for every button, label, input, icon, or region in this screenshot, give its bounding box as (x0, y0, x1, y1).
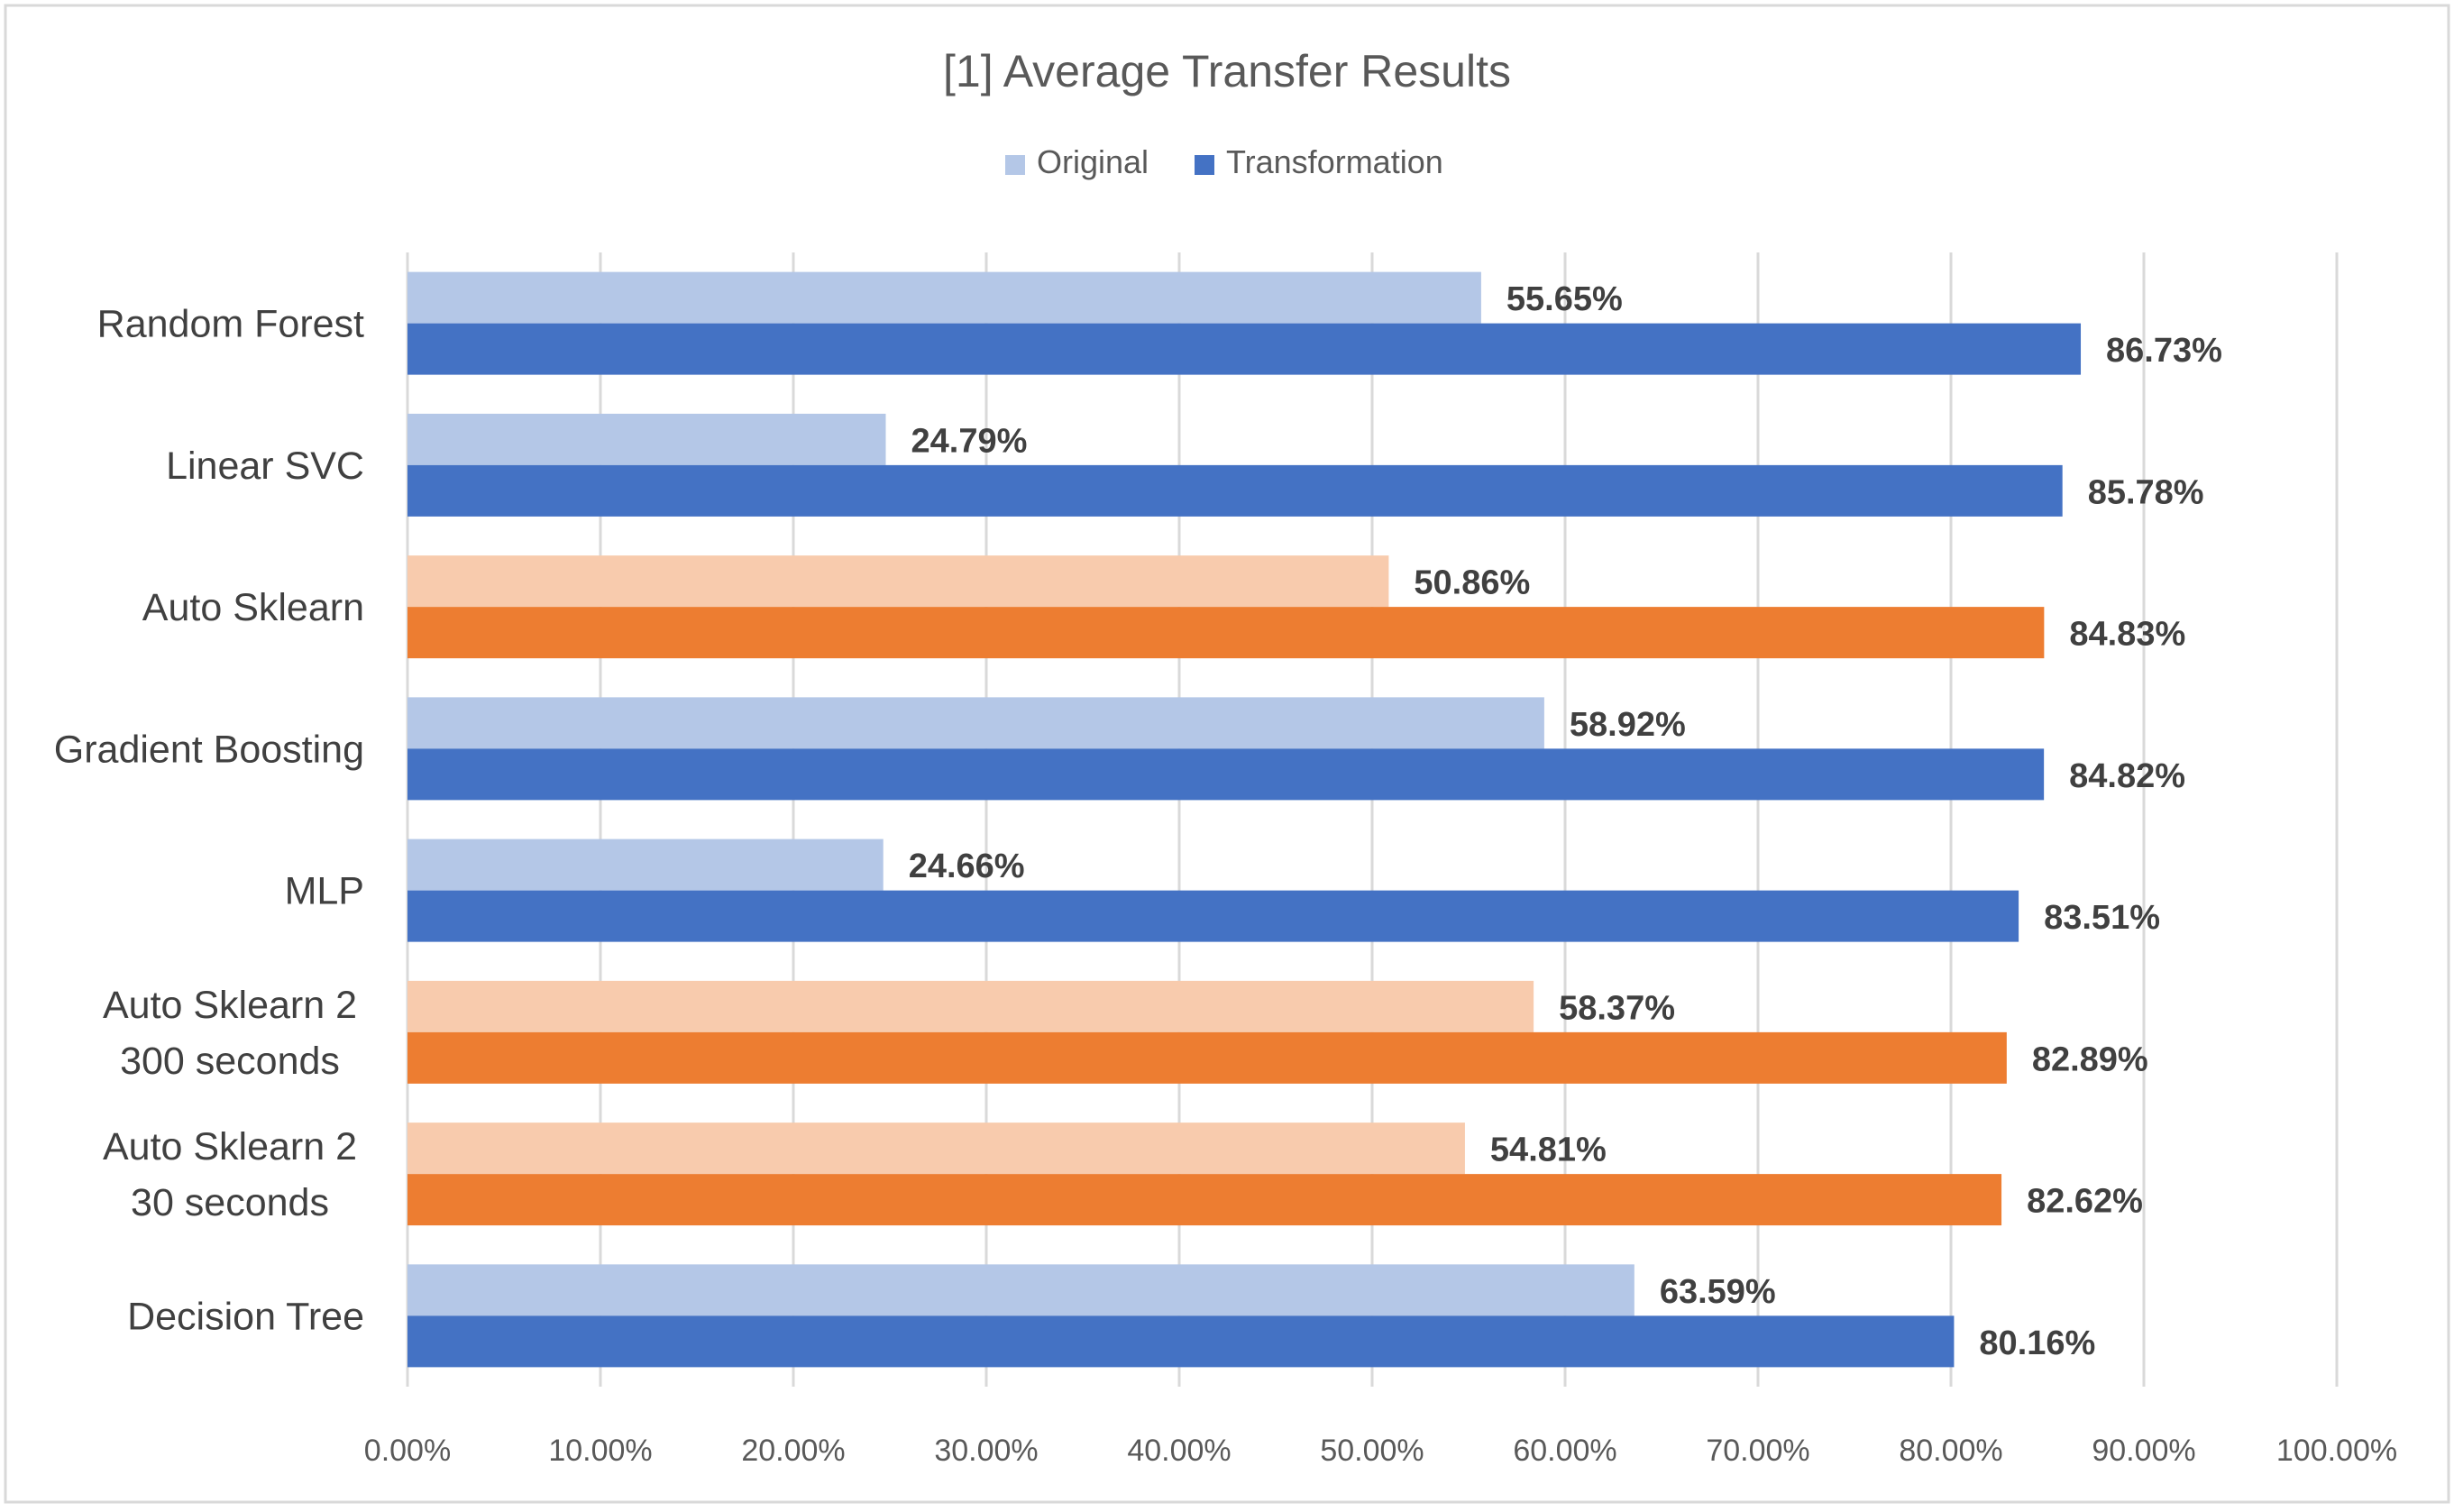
data-label: 85.78% (2088, 473, 2204, 511)
x-tick-label: 40.00% (1127, 1434, 1231, 1468)
legend: Original Transformation (1005, 143, 1443, 180)
data-label: 80.16% (1979, 1324, 2095, 1362)
bar-original (407, 555, 1389, 608)
data-label: 63.59% (1660, 1273, 1776, 1311)
bar-transformation (407, 607, 2045, 659)
category-label: Auto Sklearn (142, 586, 364, 629)
legend-swatch-transformation (1195, 155, 1214, 175)
x-tick-label: 80.00% (1899, 1434, 2002, 1468)
bar-original (407, 980, 1534, 1032)
bar-original (407, 271, 1481, 324)
x-tick-label: 30.00% (934, 1434, 1038, 1468)
category-label-line: 300 seconds (120, 1040, 340, 1083)
bar-transformation (407, 748, 2045, 801)
value-axis-tick-labels: 0.00% 10.00% 20.00% 30.00% 40.00% 50.00% 60.00… (364, 1434, 2397, 1468)
data-label: 86.73% (2106, 332, 2222, 370)
data-labels: 55.65% 86.73% 24.79% 85.78% 50.86% 84.83% 58.9… (909, 280, 2222, 1362)
category-label-line: Random Forest (97, 303, 364, 346)
bar-transformation (407, 1174, 2002, 1226)
category-label: Decision Tree (127, 1295, 364, 1338)
category-label: Gradient Boosting (54, 728, 364, 771)
category-axis-labels: Random Forest Linear SVC Auto Sklearn Gradi… (54, 303, 364, 1339)
bar-transformation (407, 890, 2019, 942)
x-tick-label: 90.00% (2092, 1434, 2195, 1468)
legend-swatch-original (1005, 155, 1025, 175)
category-label-line: Linear SVC (166, 444, 364, 488)
bar-original (407, 1264, 1634, 1316)
legend-label: Original (1037, 143, 1149, 180)
bar-transformation (407, 1031, 2007, 1084)
category-label: Linear SVC (166, 444, 364, 488)
data-label: 84.82% (2069, 757, 2185, 795)
bar-transformation (407, 1315, 1955, 1368)
bars (407, 271, 2082, 1368)
data-label: 82.89% (2032, 1040, 2148, 1078)
legend-label: Transformation (1226, 143, 1443, 180)
data-label: 84.83% (2069, 616, 2185, 654)
data-label: 54.81% (1490, 1132, 1607, 1169)
category-label: MLP (285, 870, 364, 913)
category-label-line: Auto Sklearn 2 (103, 984, 357, 1027)
data-label: 24.66% (909, 848, 1025, 885)
x-tick-label: 10.00% (548, 1434, 652, 1468)
bar-original (407, 838, 884, 891)
category-label-line: Auto Sklearn 2 (103, 1125, 357, 1168)
data-label: 24.79% (911, 422, 1028, 460)
data-label: 58.37% (1559, 989, 1675, 1027)
category-label-line: Auto Sklearn (142, 586, 364, 629)
category-label-line: Gradient Boosting (54, 728, 364, 771)
data-label: 50.86% (1414, 564, 1530, 602)
data-label: 58.92% (1570, 706, 1686, 744)
data-label: 55.65% (1506, 280, 1623, 318)
x-tick-label: 70.00% (1706, 1434, 1809, 1468)
x-tick-label: 60.00% (1513, 1434, 1616, 1468)
x-tick-label: 0.00% (364, 1434, 451, 1468)
category-label: Random Forest (97, 303, 364, 346)
data-label: 82.62% (2027, 1183, 2143, 1221)
data-label: 83.51% (2044, 899, 2160, 937)
bar-transformation (407, 464, 2063, 517)
category-label-line: Decision Tree (127, 1295, 364, 1338)
category-label-line: MLP (285, 870, 364, 913)
bar-transformation (407, 323, 2082, 375)
x-tick-label: 20.00% (741, 1434, 845, 1468)
bar-original (407, 1123, 1465, 1175)
category-label: Auto Sklearn 2 30 seconds (103, 1125, 357, 1224)
x-tick-label: 50.00% (1320, 1434, 1424, 1468)
bar-original (407, 413, 886, 465)
chart-title: [1] Average Transfer Results (943, 46, 1511, 96)
category-label: Auto Sklearn 2 300 seconds (103, 984, 357, 1083)
x-tick-label: 100.00% (2276, 1434, 2397, 1468)
bar-original (407, 697, 1544, 749)
category-label-line: 30 seconds (131, 1181, 329, 1224)
